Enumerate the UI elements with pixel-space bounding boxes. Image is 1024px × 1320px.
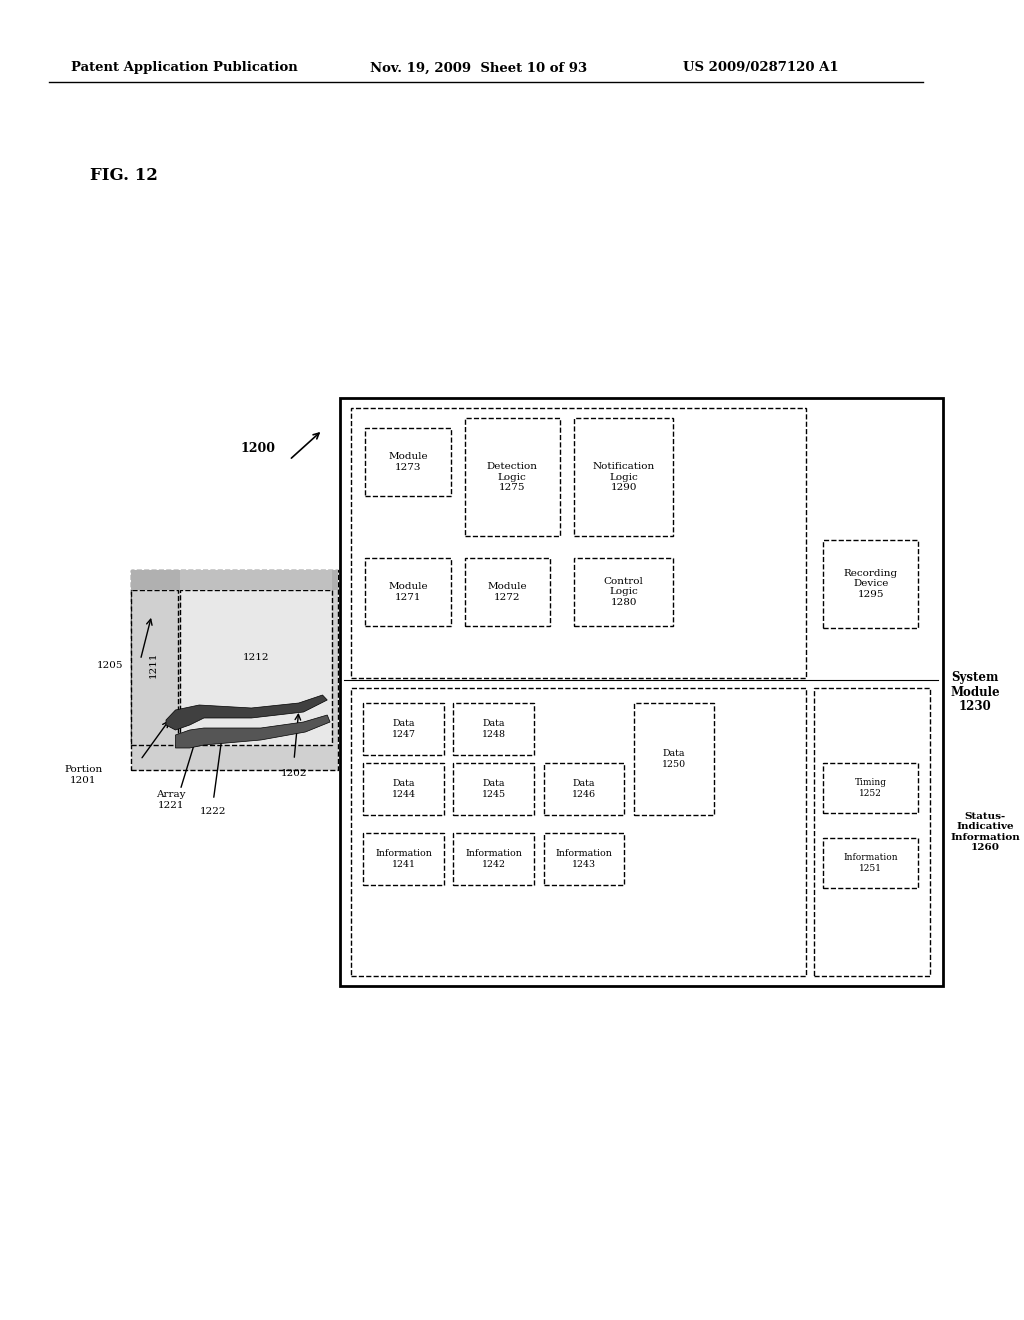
Text: Notification
Logic
1290: Notification Logic 1290 bbox=[593, 462, 654, 492]
Text: Module
1271: Module 1271 bbox=[388, 582, 428, 602]
FancyBboxPatch shape bbox=[180, 570, 332, 590]
Text: Data
1248: Data 1248 bbox=[481, 719, 506, 739]
Text: Information
1243: Information 1243 bbox=[555, 849, 612, 869]
Text: Detection
Logic
1275: Detection Logic 1275 bbox=[486, 462, 538, 492]
Text: US 2009/0287120 A1: US 2009/0287120 A1 bbox=[683, 62, 839, 74]
Text: System
Module
1230: System Module 1230 bbox=[950, 671, 1000, 714]
Text: Data
1246: Data 1246 bbox=[571, 779, 596, 799]
FancyBboxPatch shape bbox=[131, 570, 338, 770]
FancyBboxPatch shape bbox=[180, 590, 332, 744]
Text: Array
1221: Array 1221 bbox=[156, 791, 185, 809]
Text: Status-
Indicative
Information
1260: Status- Indicative Information 1260 bbox=[950, 812, 1020, 853]
Text: 1205: 1205 bbox=[97, 660, 123, 669]
Text: 1211: 1211 bbox=[150, 652, 158, 678]
Text: 1202: 1202 bbox=[281, 768, 307, 777]
Polygon shape bbox=[166, 696, 328, 730]
Text: Information
1241: Information 1241 bbox=[375, 849, 432, 869]
Text: Data
1244: Data 1244 bbox=[391, 779, 416, 799]
FancyBboxPatch shape bbox=[131, 590, 178, 744]
Text: Patent Application Publication: Patent Application Publication bbox=[71, 62, 298, 74]
Text: Recording
Device
1295: Recording Device 1295 bbox=[844, 569, 898, 599]
Text: Data
1247: Data 1247 bbox=[391, 719, 416, 739]
Text: FIG. 12: FIG. 12 bbox=[90, 166, 158, 183]
Text: 1212: 1212 bbox=[243, 653, 269, 663]
Text: 1200: 1200 bbox=[241, 441, 275, 454]
Text: Timing
1252: Timing 1252 bbox=[855, 779, 887, 797]
Text: Data
1250: Data 1250 bbox=[662, 750, 686, 768]
Text: Information
1242: Information 1242 bbox=[465, 849, 522, 869]
Text: Portion
1201: Portion 1201 bbox=[65, 766, 102, 784]
Polygon shape bbox=[175, 715, 330, 748]
FancyBboxPatch shape bbox=[131, 570, 338, 590]
Text: Data
1245: Data 1245 bbox=[481, 779, 506, 799]
Text: Control
Logic
1280: Control Logic 1280 bbox=[604, 577, 644, 607]
Text: Module
1273: Module 1273 bbox=[388, 453, 428, 471]
Text: 1222: 1222 bbox=[200, 808, 226, 817]
Text: Nov. 19, 2009  Sheet 10 of 93: Nov. 19, 2009 Sheet 10 of 93 bbox=[370, 62, 587, 74]
Text: Information
1251: Information 1251 bbox=[844, 853, 898, 873]
Text: Module
1272: Module 1272 bbox=[487, 582, 527, 602]
